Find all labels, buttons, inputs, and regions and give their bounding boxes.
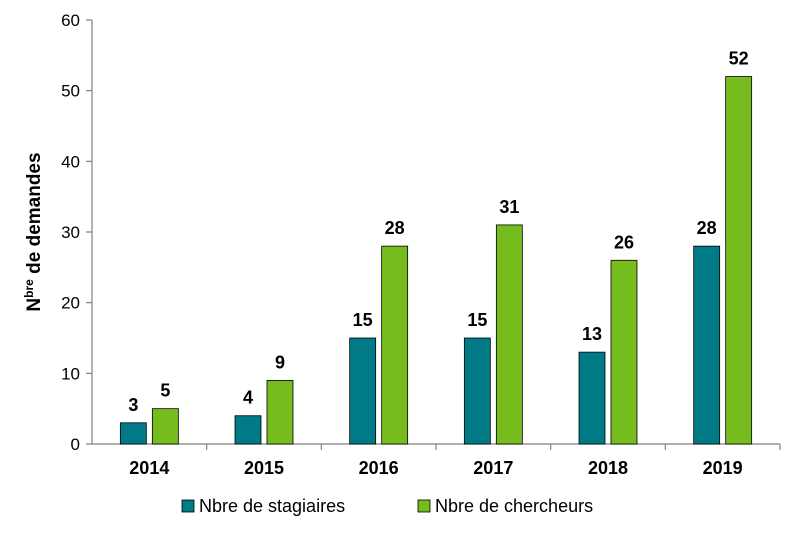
data-label-chercheurs-2015: 9 <box>275 352 285 372</box>
y-tick-label: 50 <box>61 82 80 101</box>
y-axis-title-rest: de demandes <box>24 152 45 279</box>
y-axis-title-superscript: bre <box>22 279 36 298</box>
data-labels: 3 5 4 9 15 28 15 31 13 26 28 52 <box>128 49 748 415</box>
x-tick-label-2018: 2018 <box>588 458 628 478</box>
y-tick-label: 10 <box>61 364 80 383</box>
data-label-chercheurs-2016: 28 <box>385 218 405 238</box>
y-tick-label: 40 <box>61 152 80 171</box>
x-tick-label-2017: 2017 <box>473 458 513 478</box>
legend-label-stagiaires: Nbre de stagiaires <box>199 496 345 516</box>
x-tick-label-2014: 2014 <box>129 458 169 478</box>
data-label-stagiaires-2017: 15 <box>467 310 487 330</box>
x-tick-label-2019: 2019 <box>703 458 743 478</box>
legend-label-chercheurs: Nbre de chercheurs <box>435 496 593 516</box>
data-label-stagiaires-2015: 4 <box>243 388 253 408</box>
bar-stagiaires-2014 <box>119 422 147 445</box>
axes: 0 10 20 30 40 50 60 2014 2015 2016 2017 2018 2019 <box>61 11 781 478</box>
bar-chercheurs-2018 <box>610 259 638 445</box>
bar-stagiaires-2016 <box>349 337 377 445</box>
bar-stagiaires-2017 <box>463 337 491 445</box>
x-tick-label-2016: 2016 <box>359 458 399 478</box>
y-tick-label: 60 <box>61 11 80 30</box>
y-tick-label: 0 <box>71 435 80 454</box>
data-label-chercheurs-2017: 31 <box>499 197 519 217</box>
y-axis-title: Nbre de demandes <box>22 152 45 311</box>
bar-stagiaires-2015 <box>234 415 262 445</box>
data-label-chercheurs-2019: 52 <box>729 49 749 69</box>
bar-stagiaires-2019 <box>693 245 721 445</box>
legend-swatch-stagiaires <box>181 499 195 513</box>
x-tick-label-2015: 2015 <box>244 458 284 478</box>
data-label-chercheurs-2014: 5 <box>160 381 170 401</box>
data-label-stagiaires-2014: 3 <box>128 395 138 415</box>
bars <box>119 76 753 445</box>
y-axis-title-main: N <box>24 298 45 312</box>
bar-chercheurs-2017 <box>495 224 523 445</box>
y-tick-label: 20 <box>61 294 80 313</box>
bar-chercheurs-2014 <box>151 408 179 445</box>
data-label-chercheurs-2018: 26 <box>614 232 634 252</box>
bar-chercheurs-2015 <box>266 379 294 445</box>
bar-chercheurs-2016 <box>381 245 409 445</box>
bar-chercheurs-2019 <box>725 76 753 445</box>
y-tick-label: 30 <box>61 223 80 242</box>
bar-stagiaires-2018 <box>578 351 606 445</box>
data-label-stagiaires-2019: 28 <box>697 218 717 238</box>
data-label-stagiaires-2018: 13 <box>582 324 602 344</box>
legend-swatch-chercheurs <box>417 499 431 513</box>
legend: Nbre de stagiaires Nbre de chercheurs <box>181 496 593 516</box>
data-label-stagiaires-2016: 15 <box>353 310 373 330</box>
